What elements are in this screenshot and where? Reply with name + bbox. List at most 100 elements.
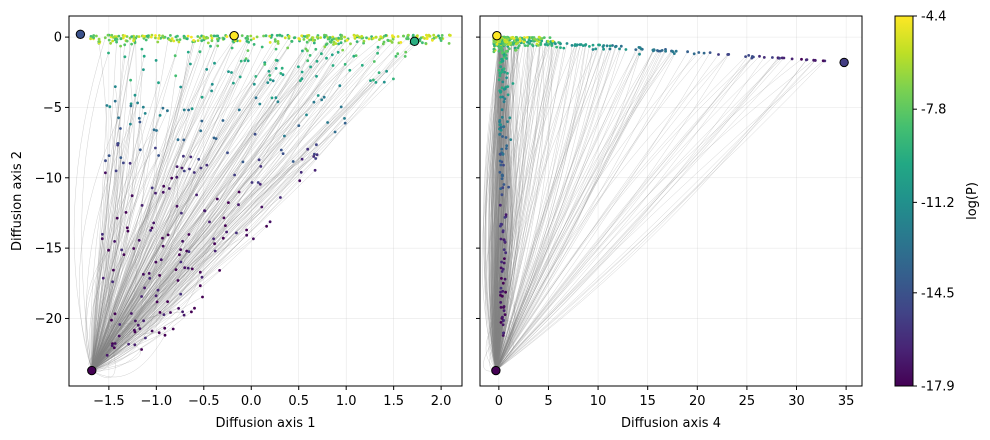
left-point	[315, 35, 319, 39]
right-highlighted-point	[839, 57, 849, 68]
right-point	[498, 71, 502, 75]
right-point	[821, 59, 825, 63]
right-point	[500, 108, 504, 112]
left-x-tick-label: −1.0	[141, 394, 173, 409]
left-point	[203, 209, 207, 213]
left-point	[227, 201, 230, 205]
right-point	[555, 45, 558, 49]
left-point	[113, 312, 117, 316]
left-point	[125, 226, 129, 230]
right-point	[505, 144, 509, 148]
left-point	[91, 35, 95, 39]
right-point	[502, 318, 505, 322]
right-point	[509, 138, 513, 142]
right-point	[778, 56, 781, 60]
left-point	[198, 50, 202, 54]
right-point	[503, 277, 507, 281]
right-point	[579, 43, 583, 46]
right-x-tick-label: 15	[639, 394, 656, 409]
right-point	[504, 49, 508, 53]
left-point	[115, 216, 119, 220]
left-point	[256, 181, 260, 184]
left-point	[367, 37, 371, 41]
right-point	[508, 116, 512, 120]
right-point	[608, 44, 612, 48]
right-edge-bundle	[481, 37, 825, 372]
left-point	[313, 152, 316, 156]
right-point	[499, 286, 503, 290]
left-point	[132, 39, 136, 43]
left-point	[343, 117, 346, 120]
right-point	[518, 37, 522, 40]
left-point	[209, 44, 212, 48]
right-point	[533, 37, 536, 41]
left-point	[188, 167, 191, 171]
left-point	[115, 38, 119, 41]
left-point	[142, 272, 145, 276]
right-point	[506, 38, 510, 41]
colorbar-label: log(P)	[965, 182, 980, 220]
left-point	[308, 54, 312, 57]
left-point	[340, 37, 343, 41]
left-point	[245, 228, 249, 232]
left-point	[193, 306, 196, 310]
right-point	[515, 36, 519, 39]
right-point	[762, 56, 766, 59]
left-point	[300, 157, 304, 161]
left-point	[150, 329, 154, 333]
right-point	[502, 163, 505, 167]
right-point	[591, 48, 595, 51]
left-point	[196, 39, 200, 42]
left-point	[182, 169, 186, 173]
left-point	[189, 155, 193, 159]
left-y-tick-label: 0	[54, 31, 62, 46]
left-point	[154, 34, 157, 37]
right-point	[500, 177, 504, 181]
left-point	[157, 331, 161, 335]
left-point	[348, 68, 352, 72]
right-point	[499, 65, 503, 69]
left-point	[166, 300, 170, 303]
left-point	[106, 33, 110, 37]
left-point	[128, 161, 132, 165]
right-point	[608, 47, 612, 51]
left-point	[222, 37, 226, 41]
left-point	[257, 158, 261, 162]
right-point	[499, 301, 503, 304]
left-point	[97, 40, 101, 43]
right-point	[550, 44, 554, 47]
left-point	[212, 136, 216, 140]
left-point	[179, 85, 183, 89]
left-point	[275, 59, 279, 62]
left-point	[181, 310, 185, 314]
right-point	[594, 47, 598, 51]
left-point	[169, 39, 173, 43]
left-point	[339, 105, 343, 109]
left-point	[312, 155, 316, 158]
right-point	[532, 39, 535, 43]
left-point	[302, 38, 306, 41]
left-point	[238, 75, 242, 79]
left-point	[332, 40, 336, 44]
left-point	[97, 37, 101, 41]
right-point	[499, 163, 503, 167]
right-point	[539, 41, 543, 45]
left-point	[113, 99, 117, 103]
left-point	[349, 42, 352, 46]
left-point	[216, 34, 220, 38]
left-point	[149, 35, 153, 39]
right-point	[499, 321, 503, 324]
left-point	[161, 34, 165, 38]
right-point	[540, 39, 544, 43]
left-point	[182, 138, 186, 142]
right-point	[499, 290, 502, 294]
left-point	[239, 59, 243, 63]
right-highlighted-points	[491, 30, 849, 376]
left-point	[306, 59, 310, 63]
left-point	[142, 34, 145, 38]
right-point	[502, 331, 505, 335]
right-point	[503, 240, 507, 244]
left-point	[262, 34, 265, 38]
right-point	[500, 70, 504, 74]
left-x-ticks: −1.5 −1.0 −0.5 0.0 0.5 1.0 1.5 2.0	[93, 386, 451, 409]
